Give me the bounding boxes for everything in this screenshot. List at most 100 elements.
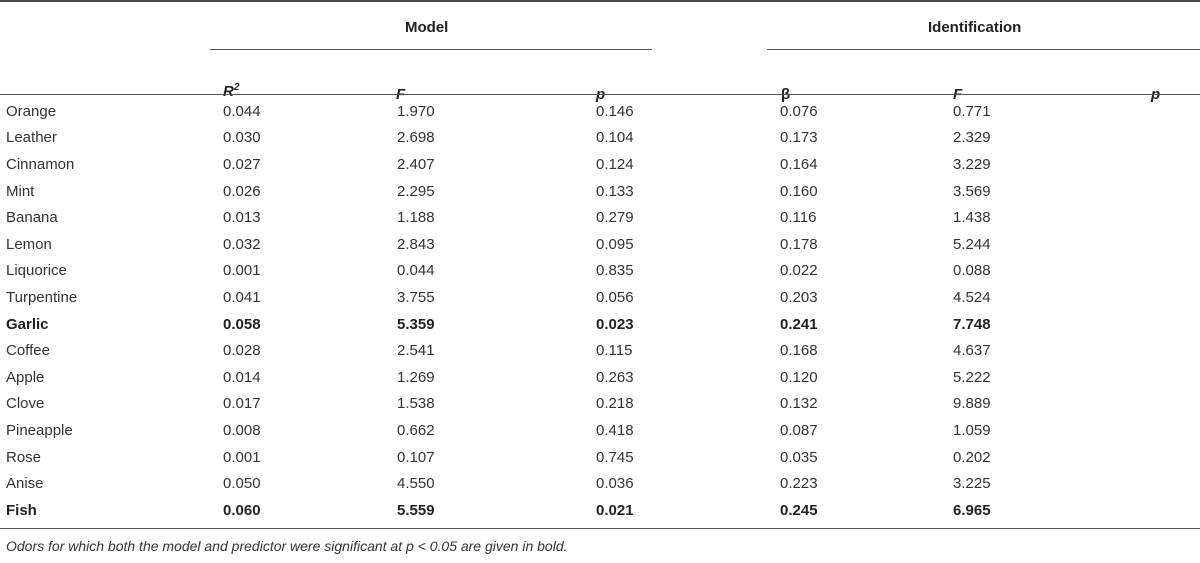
r2-value: 0.044 [223, 102, 261, 120]
odor-name: Leather [6, 129, 57, 147]
beta-value: 0.203 [780, 288, 818, 306]
model-f-value: 0.107 [397, 448, 435, 466]
r2-value: 0.026 [223, 182, 261, 200]
ident-f-value: 3.229 [953, 155, 991, 173]
odor-name: Mint [6, 182, 35, 200]
r2-value: 0.001 [223, 448, 261, 466]
table-body: Orange0.0441.9700.1460.0760.7710.382Leat… [0, 98, 1200, 524]
r2-value: 0.041 [223, 288, 261, 306]
odor-name: Pineapple [6, 421, 73, 439]
ident-f-value: 7.748 [953, 315, 991, 333]
ident-f-value: 0.088 [953, 262, 991, 280]
odor-name: Liquorice [6, 262, 67, 280]
model-p-value: 0.036 [596, 475, 634, 493]
ident-f-value: 3.569 [953, 182, 991, 200]
beta-value: 0.160 [780, 182, 818, 200]
model-p-value: 0.021 [596, 501, 634, 519]
col-header-r2-base: R [223, 83, 234, 100]
beta-value: 0.245 [780, 501, 818, 519]
table-top-rule [0, 0, 1200, 2]
model-p-value: 0.279 [596, 209, 634, 227]
ident-f-value: 5.222 [953, 368, 991, 386]
odor-name: Fish [6, 501, 37, 519]
odor-name: Anise [6, 475, 44, 493]
beta-value: 0.164 [780, 155, 818, 173]
beta-value: 0.178 [780, 235, 818, 253]
col-header-r2-exp: 2 [233, 82, 240, 93]
model-f-value: 1.538 [397, 395, 435, 413]
ident-f-value: 4.524 [953, 288, 991, 306]
r2-value: 0.027 [223, 155, 261, 173]
model-p-value: 0.023 [596, 315, 634, 333]
model-p-value: 0.133 [596, 182, 634, 200]
model-f-value: 5.359 [397, 315, 435, 333]
odor-name: Banana [6, 209, 58, 227]
beta-value: 0.076 [780, 102, 818, 120]
ident-f-value: 1.059 [953, 421, 991, 439]
model-f-value: 1.970 [397, 102, 435, 120]
ident-f-value: 1.438 [953, 209, 991, 227]
header-rule [0, 94, 1200, 95]
group-rule-model [210, 49, 652, 50]
r2-value: 0.030 [223, 129, 261, 147]
beta-value: 0.022 [780, 262, 818, 280]
model-f-value: 3.755 [397, 288, 435, 306]
model-p-value: 0.218 [596, 395, 634, 413]
r2-value: 0.001 [223, 262, 261, 280]
beta-value: 0.223 [780, 475, 818, 493]
footnote: Odors for which both the model and predi… [6, 538, 568, 554]
model-f-value: 2.541 [397, 342, 435, 360]
group-rule-identification [767, 49, 1200, 50]
model-p-value: 0.263 [596, 368, 634, 386]
odor-name: Turpentine [6, 288, 78, 306]
r2-value: 0.060 [223, 501, 261, 519]
model-p-value: 0.104 [596, 129, 634, 147]
ident-f-value: 2.329 [953, 129, 991, 147]
model-f-value: 1.269 [397, 368, 435, 386]
odor-name: Lemon [6, 235, 52, 253]
model-p-value: 0.146 [596, 102, 634, 120]
model-p-value: 0.418 [596, 421, 634, 439]
odor-name: Orange [6, 102, 57, 120]
model-f-value: 5.559 [397, 501, 435, 519]
r2-value: 0.014 [223, 368, 261, 386]
r2-value: 0.017 [223, 395, 261, 413]
model-f-value: 0.662 [397, 421, 435, 439]
col-header-r2: R2 [223, 82, 239, 100]
results-table: Orange0.0441.9700.1460.0760.7710.382Leat… [0, 98, 1200, 524]
model-f-value: 0.044 [397, 262, 435, 280]
model-f-value: 2.407 [397, 155, 435, 173]
r2-value: 0.028 [223, 342, 261, 360]
beta-value: 0.035 [780, 448, 818, 466]
r2-value: 0.032 [223, 235, 261, 253]
beta-value: 0.168 [780, 342, 818, 360]
model-p-value: 0.835 [596, 262, 634, 280]
odor-name: Clove [6, 395, 45, 413]
model-f-value: 1.188 [397, 209, 435, 227]
ident-f-value: 0.202 [953, 448, 991, 466]
r2-value: 0.008 [223, 421, 261, 439]
beta-value: 0.087 [780, 421, 818, 439]
beta-value: 0.132 [780, 395, 818, 413]
ident-f-value: 4.637 [953, 342, 991, 360]
model-p-value: 0.745 [596, 448, 634, 466]
model-p-value: 0.056 [596, 288, 634, 306]
r2-value: 0.050 [223, 475, 261, 493]
group-header-model: Model [405, 19, 449, 36]
beta-value: 0.120 [780, 368, 818, 386]
ident-f-value: 0.771 [953, 102, 991, 120]
model-p-value: 0.115 [596, 342, 633, 360]
ident-f-value: 3.225 [953, 475, 991, 493]
ident-f-value: 6.965 [953, 501, 991, 519]
